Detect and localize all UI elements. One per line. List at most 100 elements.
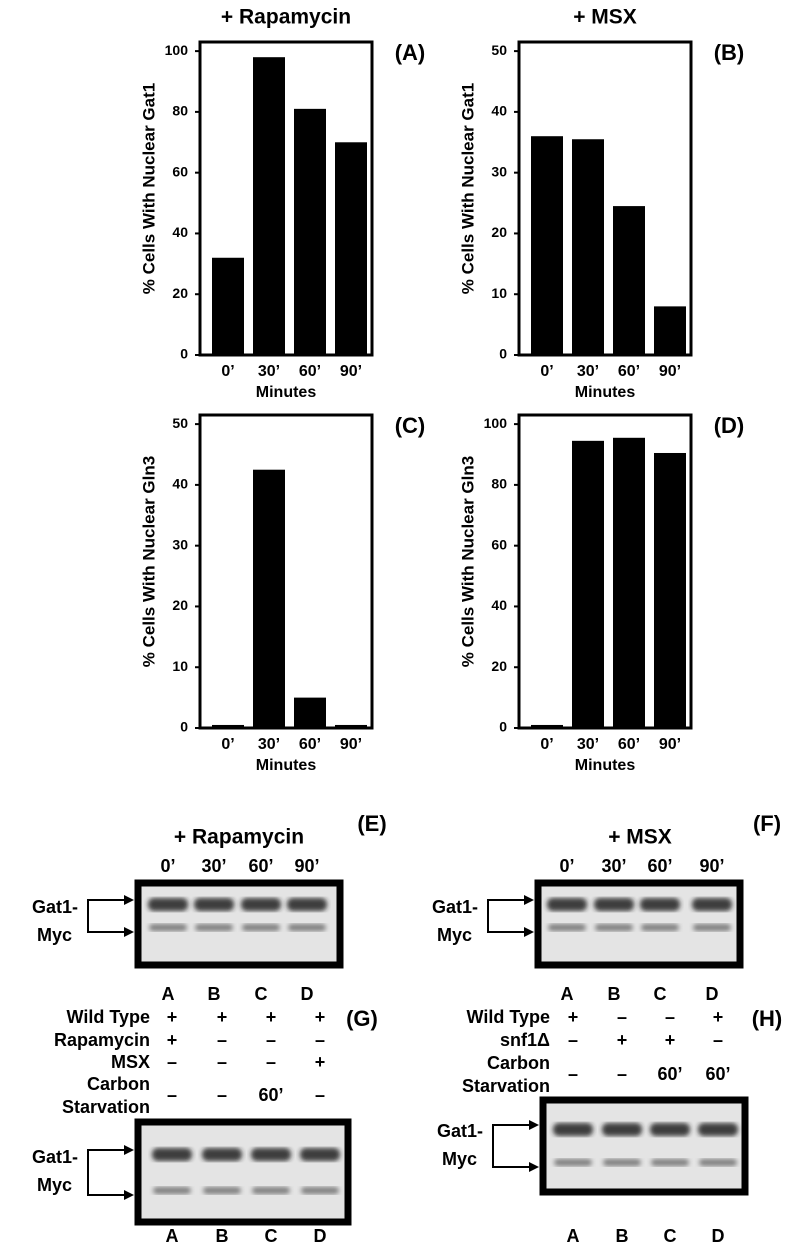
x-tick-label: 0’ bbox=[221, 363, 234, 380]
y-tick-label: 60 bbox=[491, 536, 507, 552]
condition-value: + bbox=[217, 1007, 228, 1027]
x-tick-label: 30’ bbox=[577, 736, 599, 753]
band bbox=[651, 1159, 689, 1166]
panel-label: (D) bbox=[714, 413, 745, 438]
bar bbox=[253, 469, 285, 728]
plot-frame bbox=[517, 40, 693, 357]
x-tick-label: 60’ bbox=[299, 736, 321, 753]
band bbox=[288, 924, 326, 931]
lane-label: B bbox=[608, 984, 621, 1004]
lane-label: D bbox=[712, 1226, 725, 1246]
band bbox=[301, 1187, 339, 1194]
arrowhead bbox=[529, 1120, 539, 1130]
condition-value: + bbox=[568, 1007, 579, 1027]
band bbox=[241, 898, 281, 911]
x-tick-label: 30’ bbox=[258, 736, 280, 753]
y-tick-label: 40 bbox=[491, 597, 507, 613]
band bbox=[650, 1123, 690, 1136]
lane-label: A bbox=[561, 984, 574, 1004]
marker-label: Myc bbox=[437, 925, 472, 945]
bar bbox=[531, 136, 563, 355]
arrowhead bbox=[524, 927, 534, 937]
panel-label: (H) bbox=[752, 1006, 783, 1031]
x-tick-label: 90’ bbox=[659, 363, 681, 380]
bar bbox=[335, 142, 367, 355]
panel-label: (C) bbox=[395, 413, 426, 438]
panel-label: (G) bbox=[346, 1006, 378, 1031]
condition-value: – bbox=[315, 1085, 325, 1105]
y-tick-label: 40 bbox=[491, 103, 507, 119]
band bbox=[153, 1187, 191, 1194]
x-tick-label: 0’ bbox=[221, 736, 234, 753]
x-axis-label: Minutes bbox=[256, 757, 317, 774]
bar bbox=[613, 437, 645, 728]
condition-value: – bbox=[167, 1052, 177, 1072]
plot-frame bbox=[198, 413, 374, 730]
band bbox=[641, 924, 679, 931]
band bbox=[693, 924, 731, 931]
condition-value: – bbox=[266, 1030, 276, 1050]
x-tick-label: 90’ bbox=[340, 736, 362, 753]
condition-label: Rapamycin bbox=[54, 1030, 150, 1050]
lane-label: C bbox=[255, 984, 268, 1004]
condition-label: Wild Type bbox=[466, 1007, 550, 1027]
y-tick-label: 50 bbox=[172, 415, 188, 431]
time-label: 60’ bbox=[647, 856, 672, 876]
condition-value: – bbox=[665, 1007, 675, 1027]
band bbox=[698, 1123, 738, 1136]
x-tick-label: 30’ bbox=[577, 363, 599, 380]
y-tick-label: 0 bbox=[499, 719, 507, 735]
panel-label: (F) bbox=[753, 811, 781, 836]
blot-frame bbox=[134, 879, 344, 969]
band bbox=[149, 924, 187, 931]
lane-label: D bbox=[706, 984, 719, 1004]
bar bbox=[572, 139, 604, 355]
bracket bbox=[87, 1149, 128, 1196]
y-tick-label: 20 bbox=[172, 285, 188, 301]
bracket bbox=[87, 899, 128, 933]
y-axis-label: % Cells With Nuclear Gln3 bbox=[139, 456, 158, 667]
bar bbox=[294, 697, 326, 728]
lane-label: B bbox=[216, 1226, 229, 1246]
lane-label: B bbox=[616, 1226, 629, 1246]
y-tick-label: 0 bbox=[499, 346, 507, 362]
band bbox=[194, 898, 234, 911]
x-tick-label: 90’ bbox=[340, 363, 362, 380]
time-label: 60’ bbox=[248, 856, 273, 876]
y-tick-label: 0 bbox=[180, 719, 188, 735]
condition-value: – bbox=[617, 1007, 627, 1027]
condition-value: + bbox=[315, 1052, 326, 1072]
condition-value: – bbox=[217, 1085, 227, 1105]
y-tick-label: 80 bbox=[172, 103, 188, 119]
band bbox=[547, 898, 587, 911]
condition-value: – bbox=[568, 1064, 578, 1084]
band bbox=[203, 1187, 241, 1194]
lane-label: A bbox=[567, 1226, 580, 1246]
condition-value: 60’ bbox=[258, 1085, 283, 1105]
arrowhead bbox=[124, 1190, 134, 1200]
band bbox=[699, 1159, 737, 1166]
y-tick-label: 30 bbox=[172, 536, 188, 552]
lane-label: D bbox=[314, 1226, 327, 1246]
y-axis-label: % Cells With Nuclear Gat1 bbox=[458, 83, 477, 294]
y-tick-label: 60 bbox=[172, 163, 188, 179]
bar bbox=[294, 108, 326, 355]
marker-label: Myc bbox=[442, 1149, 477, 1169]
x-axis-label: Minutes bbox=[575, 757, 636, 774]
y-tick-label: 20 bbox=[172, 597, 188, 613]
band bbox=[152, 1148, 192, 1161]
plot-frame bbox=[517, 413, 693, 730]
lane-label: A bbox=[162, 984, 175, 1004]
x-tick-label: 0’ bbox=[540, 363, 553, 380]
y-tick-label: 40 bbox=[172, 224, 188, 240]
lane-label: D bbox=[301, 984, 314, 1004]
condition-value: + bbox=[315, 1007, 326, 1027]
x-tick-label: 60’ bbox=[618, 363, 640, 380]
band bbox=[548, 924, 586, 931]
bar bbox=[335, 724, 367, 728]
condition-value: + bbox=[713, 1007, 724, 1027]
band bbox=[595, 924, 633, 931]
blot-frame bbox=[134, 1118, 352, 1226]
y-tick-label: 30 bbox=[491, 163, 507, 179]
